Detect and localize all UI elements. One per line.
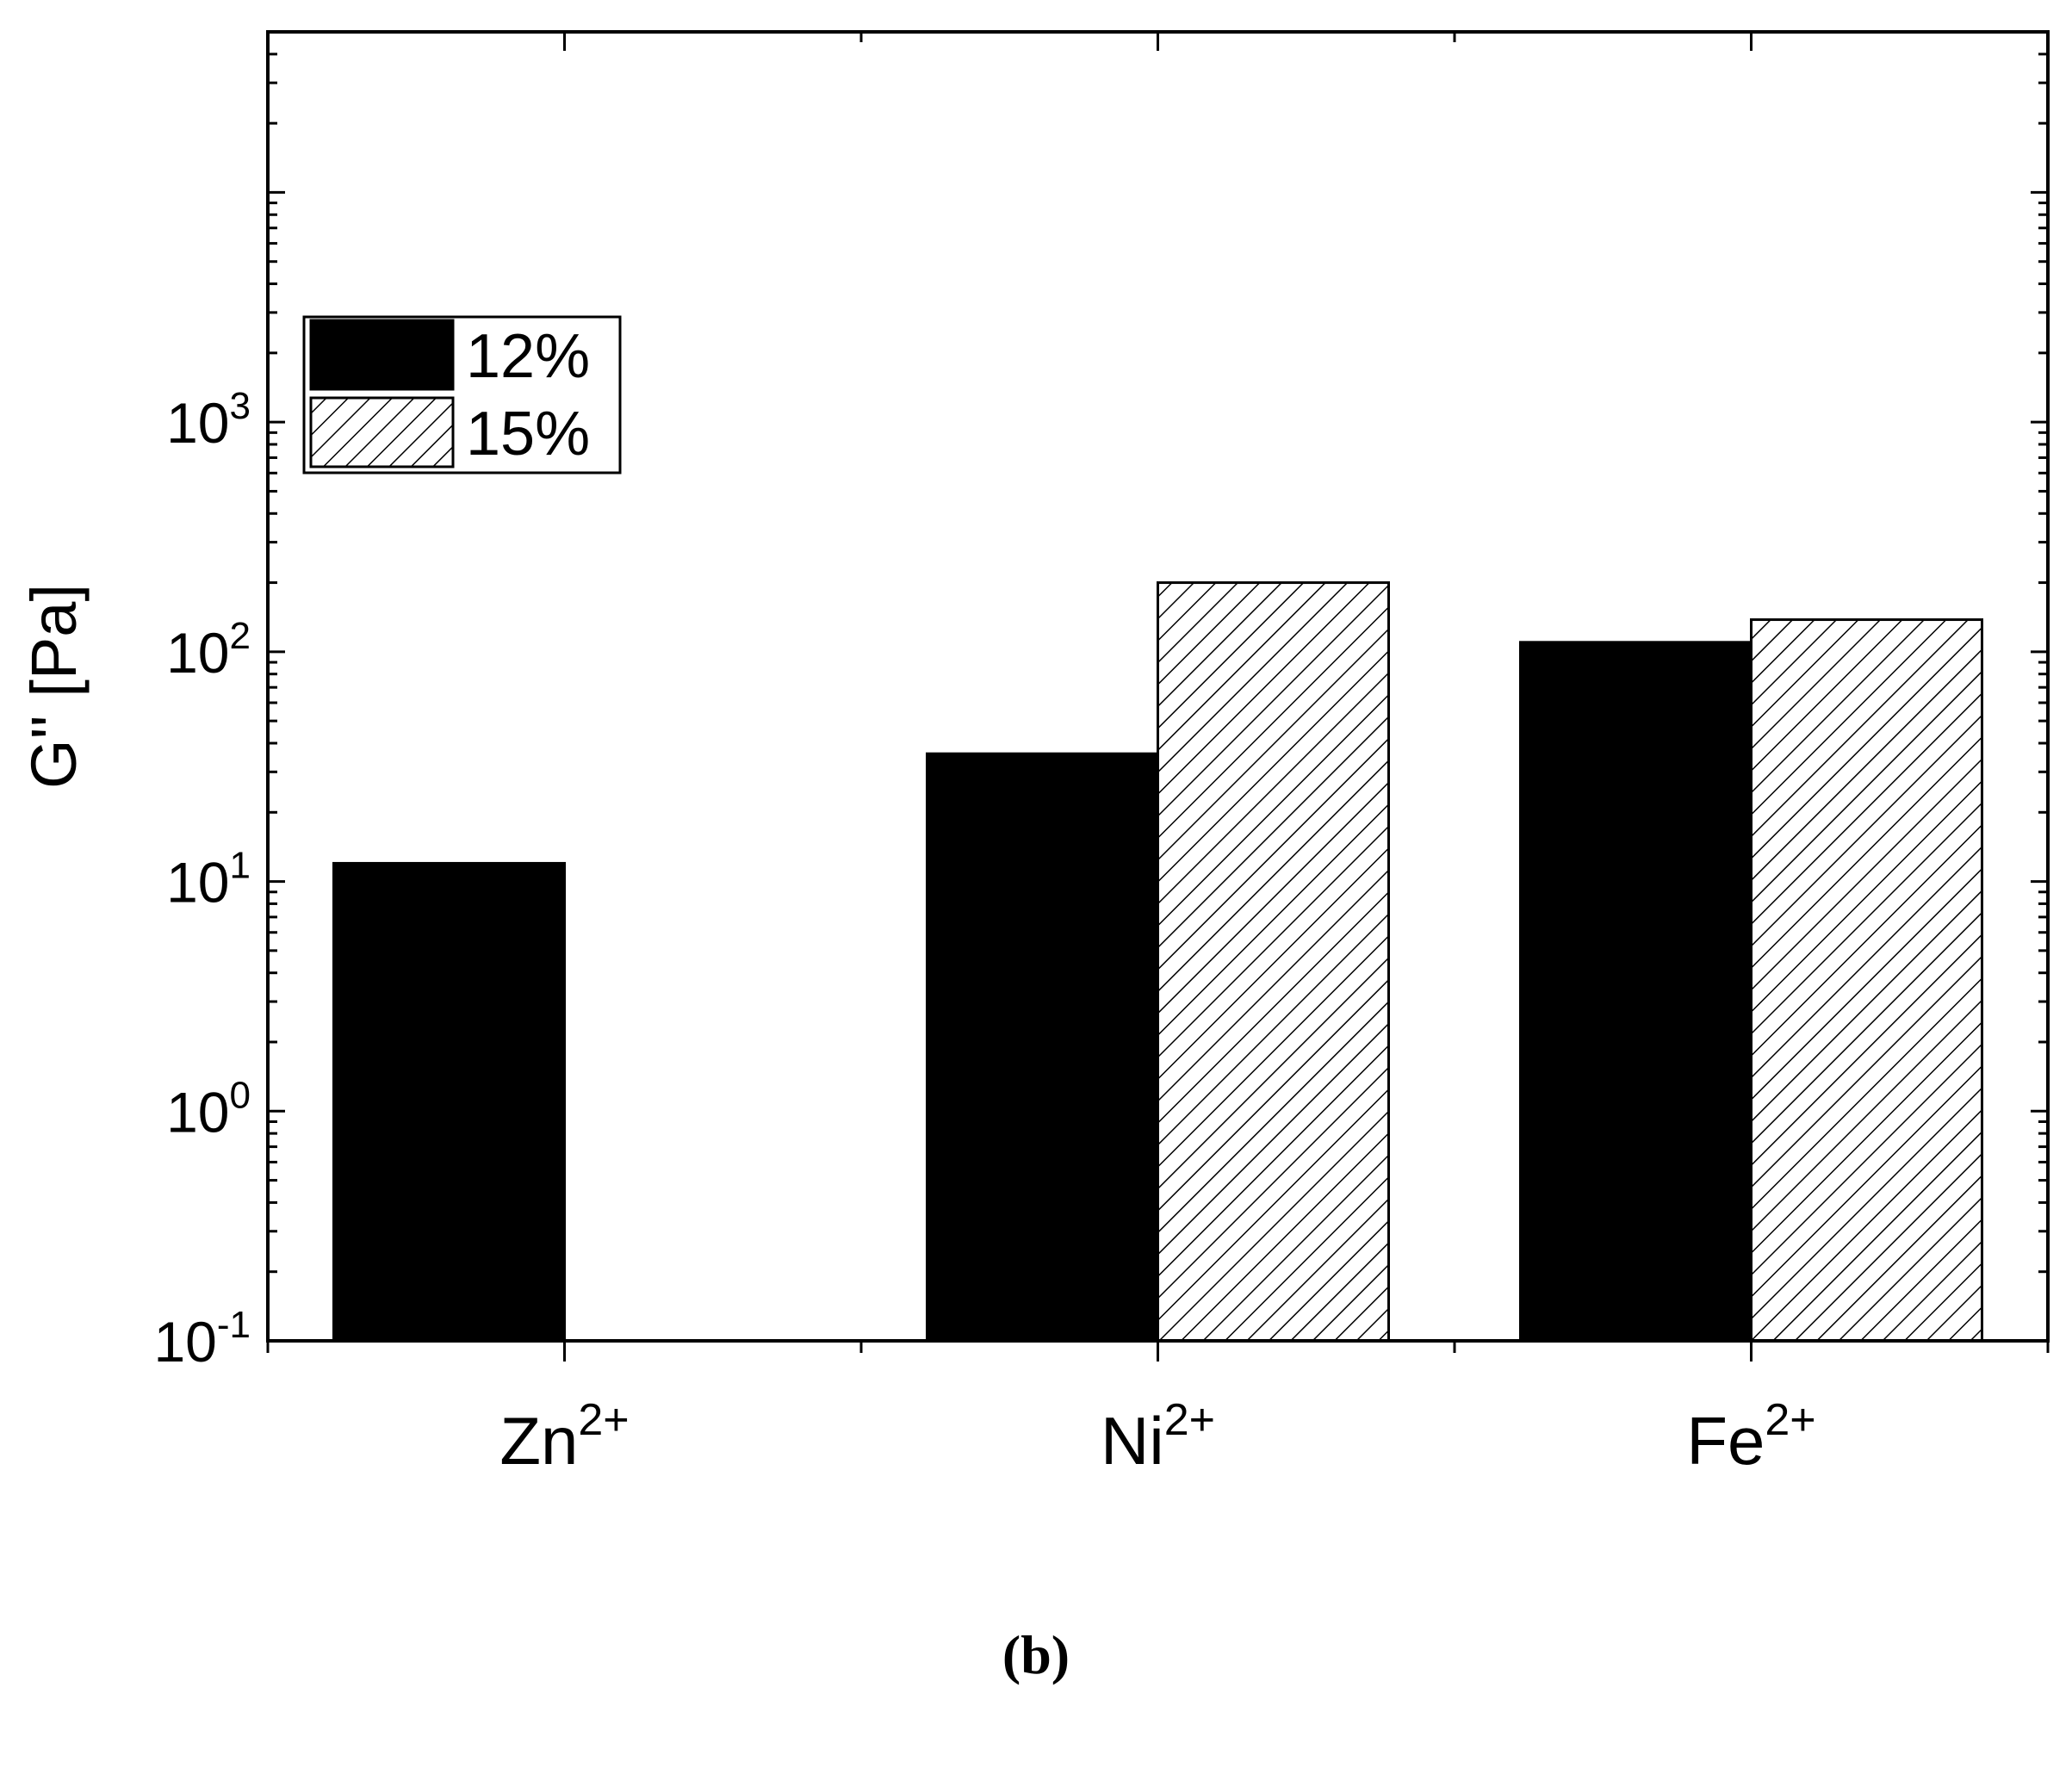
legend-label-15pct: 15% (466, 400, 590, 468)
y-tick-label: 102 (166, 615, 251, 685)
legend-swatch-12pct (309, 319, 455, 391)
x-tick-label-ni: Ni2+ (1101, 1395, 1215, 1479)
legend-swatch-15pct (309, 396, 455, 468)
legend-label-12pct: 12% (466, 322, 590, 391)
x-tick-label-fe: Fe2+ (1686, 1395, 1815, 1479)
y-tick-label: 101 (166, 845, 251, 915)
bar-fe-15pct (1750, 618, 1983, 1343)
bar-ni-15pct (1157, 581, 1390, 1343)
bar-fe-12pct (1519, 641, 1753, 1343)
y-tick-label: 100 (166, 1074, 251, 1144)
bar-ni-12pct (926, 752, 1159, 1343)
bar-zn-12pct (332, 861, 566, 1343)
y-tick-label: 103 (166, 385, 251, 455)
x-tick-label-zn: Zn2+ (499, 1395, 629, 1479)
y-tick-label: 10-1 (153, 1304, 251, 1374)
panel-label: (b) (1002, 1624, 1070, 1685)
y-axis-label: G'' [Pa] (18, 584, 90, 789)
